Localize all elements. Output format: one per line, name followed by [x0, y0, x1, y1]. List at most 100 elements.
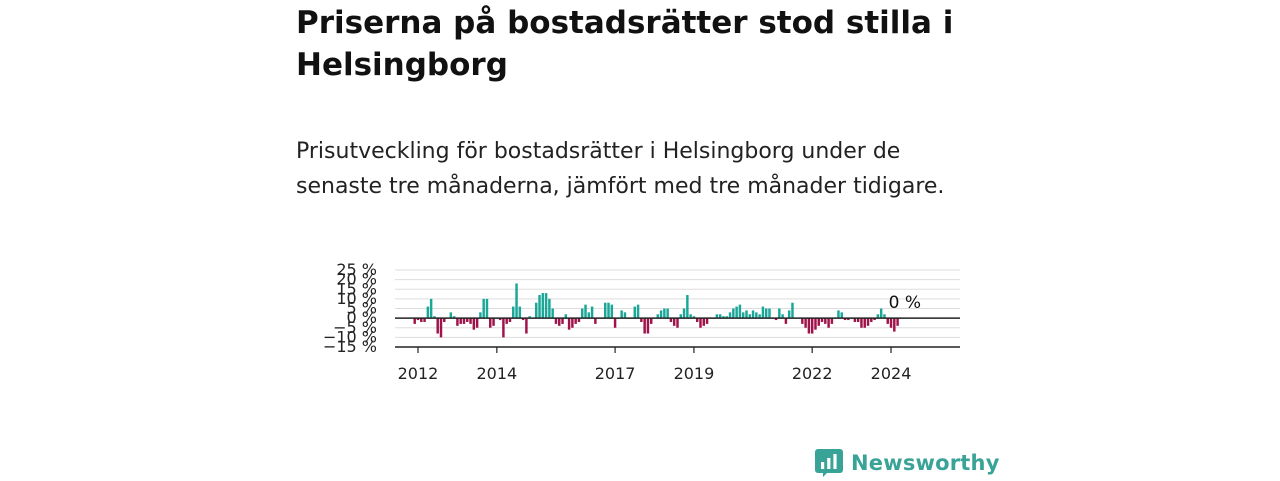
bar: [738, 304, 742, 319]
bar: [459, 318, 462, 324]
bar: [672, 318, 676, 326]
bar: [515, 283, 518, 319]
bar: [732, 308, 735, 319]
bar: [505, 318, 508, 324]
bar: [722, 316, 725, 319]
bar: [623, 312, 627, 319]
bar: [535, 302, 538, 319]
bar: [544, 293, 548, 319]
bar: [682, 308, 686, 319]
bar: [508, 318, 512, 322]
bar: [810, 318, 814, 334]
bar: [466, 318, 469, 322]
bar: [649, 318, 653, 324]
bar: [860, 318, 863, 328]
bar: [801, 318, 804, 324]
bar: [561, 318, 564, 324]
bar: [479, 312, 482, 319]
x-tick-label: 2017: [595, 364, 636, 383]
bar: [889, 318, 893, 328]
bar: [807, 318, 811, 334]
bar: [824, 318, 827, 324]
bar: [462, 318, 466, 324]
x-tick-label: 2012: [398, 364, 439, 383]
bar: [768, 308, 771, 319]
bar: [853, 318, 857, 322]
bar: [893, 318, 896, 332]
bar: [413, 318, 416, 324]
bar: [604, 302, 607, 319]
bar: [590, 306, 594, 319]
bar: [804, 318, 807, 328]
bar: [607, 302, 610, 319]
bar: [702, 318, 706, 326]
bar: [489, 318, 492, 328]
bar: [873, 318, 876, 321]
bar: [436, 318, 439, 334]
bar: [587, 312, 591, 319]
bar: [814, 318, 817, 330]
bar: [538, 295, 541, 319]
bar: [439, 318, 443, 338]
bar: [774, 318, 778, 321]
bar: [633, 306, 637, 319]
y-tick-label: 25 %: [336, 262, 377, 279]
bar: [548, 298, 551, 319]
bar: [827, 318, 830, 328]
bar: [613, 318, 617, 328]
bar: [748, 314, 751, 319]
y-tick-label: 20 %: [336, 270, 377, 289]
bar: [870, 318, 873, 322]
bar: [594, 318, 597, 324]
bar: [512, 306, 515, 319]
bar: [610, 304, 614, 319]
bar: [472, 318, 476, 330]
bar: [640, 318, 643, 322]
bar: [735, 306, 738, 319]
bar: [689, 314, 692, 319]
bar: [659, 310, 663, 319]
bar: [886, 318, 889, 324]
bar: [718, 314, 722, 319]
bar: [433, 316, 436, 319]
bar: [581, 308, 584, 319]
bar: [896, 318, 899, 326]
bar: [584, 304, 587, 319]
bar: [728, 312, 732, 319]
bar: [781, 314, 784, 319]
y-tick-label: −5 %: [333, 318, 377, 337]
bar: [456, 318, 459, 326]
bar: [820, 318, 824, 322]
page-title: Priserna på bostadsrätter stod stilla i …: [296, 5, 954, 83]
bar: [741, 312, 745, 319]
bar: [778, 308, 781, 319]
bar: [847, 318, 850, 321]
bar: [669, 318, 673, 322]
bar: [843, 318, 847, 321]
bar: [666, 308, 669, 319]
bar: [577, 318, 581, 322]
bar: [705, 318, 709, 324]
bar: [429, 298, 433, 319]
bar: [502, 318, 505, 338]
bar: [715, 314, 719, 319]
bar: [695, 318, 699, 322]
bar: [866, 318, 870, 326]
bar: [656, 314, 660, 319]
y-tick-label: −10 %: [323, 327, 377, 346]
bar: [564, 314, 568, 319]
bar: [643, 318, 646, 334]
bar: [525, 318, 528, 334]
bar: [787, 310, 791, 319]
bar: [469, 318, 472, 324]
newsworthy-brand[interactable]: Newsworthy: [815, 445, 1000, 481]
brand-name: Newsworthy: [851, 451, 1000, 475]
bar: [475, 318, 479, 328]
bar: [883, 314, 886, 319]
x-tick-label: 2019: [674, 364, 715, 383]
bar: [663, 308, 666, 319]
bar: [482, 298, 485, 319]
bar: [761, 306, 765, 319]
bar: [551, 308, 554, 319]
bar: [426, 306, 430, 319]
